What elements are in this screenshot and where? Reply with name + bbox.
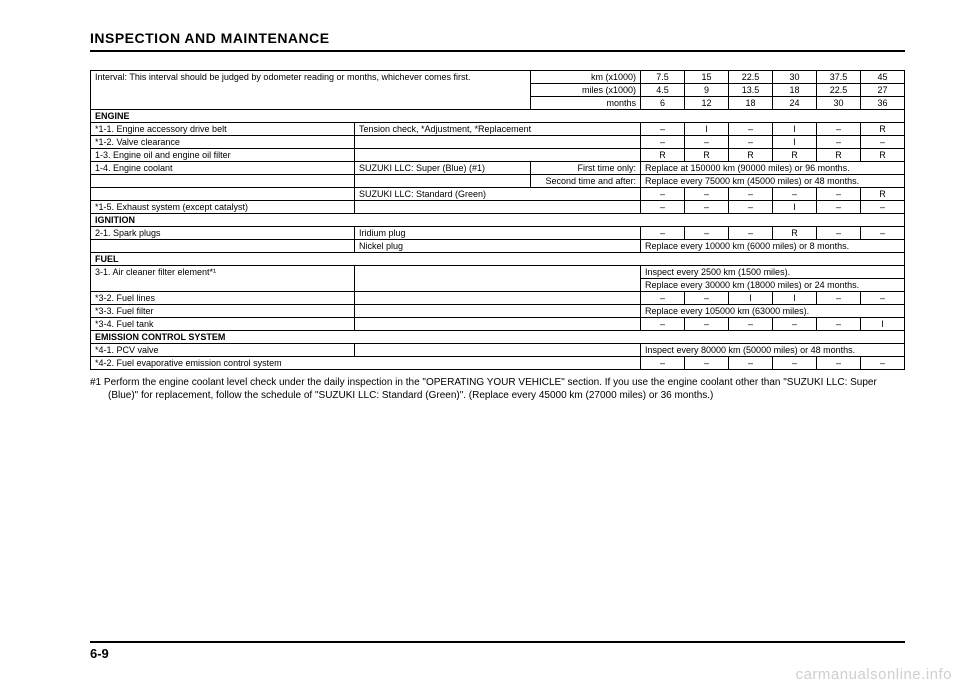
- fuel-r4: *3-4. Fuel tank – – – – – I: [91, 318, 905, 331]
- km-label: km (x1000): [531, 71, 641, 84]
- fuel-r3: *3-3. Fuel filter Replace every 105000 k…: [91, 305, 905, 318]
- engine-r2: *1-2. Valve clearance – – – I – –: [91, 136, 905, 149]
- page-title: INSPECTION AND MAINTENANCE: [90, 30, 905, 52]
- emission-r1: *4-1. PCV valve Inspect every 80000 km (…: [91, 344, 905, 357]
- engine-r1: *1-1. Engine accessory drive belt Tensio…: [91, 123, 905, 136]
- fuel-head: FUEL: [91, 253, 905, 266]
- ignition-head: IGNITION: [91, 214, 905, 227]
- emission-head: EMISSION CONTROL SYSTEM: [91, 331, 905, 344]
- engine-r4a: 1-4. Engine coolant SUZUKI LLC: Super (B…: [91, 162, 905, 175]
- maintenance-table: Interval: This interval should be judged…: [90, 70, 905, 370]
- header-row-km: Interval: This interval should be judged…: [91, 71, 905, 84]
- footnote: #1 Perform the engine coolant level chec…: [90, 376, 905, 402]
- months-label: months: [531, 97, 641, 110]
- watermark: carmanualsonline.info: [796, 666, 952, 683]
- engine-r3: 1-3. Engine oil and engine oil filter R …: [91, 149, 905, 162]
- page: INSPECTION AND MAINTENANCE Interval: Thi…: [0, 0, 960, 689]
- fuel-r2: *3-2. Fuel lines – – I I – –: [91, 292, 905, 305]
- engine-r4a2: Second time and after: Replace every 750…: [91, 175, 905, 188]
- engine-head: ENGINE: [91, 110, 905, 123]
- miles-label: miles (x1000): [531, 84, 641, 97]
- emission-r2: *4-2. Fuel evaporative emission control …: [91, 357, 905, 370]
- ignition-r2: Nickel plug Replace every 10000 km (6000…: [91, 240, 905, 253]
- engine-r4b: SUZUKI LLC: Standard (Green) – – – – – R: [91, 188, 905, 201]
- page-number: 6-9: [90, 641, 905, 661]
- ignition-r1: 2-1. Spark plugs Iridium plug – – – R – …: [91, 227, 905, 240]
- fuel-r1a: 3-1. Air cleaner filter element*¹ Inspec…: [91, 266, 905, 279]
- interval-text: Interval: This interval should be judged…: [91, 71, 531, 110]
- engine-r5: *1-5. Exhaust system (except catalyst) –…: [91, 201, 905, 214]
